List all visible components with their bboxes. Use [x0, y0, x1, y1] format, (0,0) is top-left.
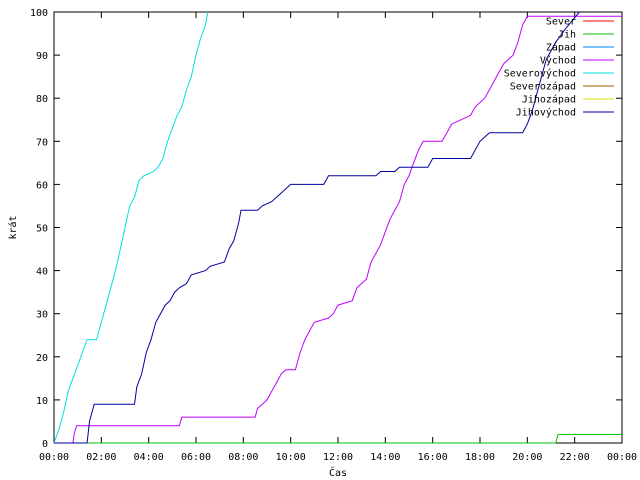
y-tick-label: 20 — [36, 353, 48, 364]
y-tick-label: 60 — [36, 180, 48, 191]
x-tick-label: 02:00 — [86, 452, 116, 463]
x-tick-label: 18:00 — [465, 452, 495, 463]
legend-label: Sever — [546, 17, 576, 28]
y-tick-label: 100 — [30, 8, 48, 19]
series-line — [54, 11, 580, 444]
y-tick-label: 10 — [36, 396, 48, 407]
x-tick-label: 08:00 — [228, 452, 258, 463]
x-tick-label: 00:00 — [607, 452, 637, 463]
x-tick-label: 12:00 — [323, 452, 353, 463]
legend-label: Západ — [546, 42, 576, 54]
legend-label: Východ — [540, 55, 576, 67]
series-line — [54, 15, 622, 444]
legend-label: Jihovýchod — [516, 107, 576, 119]
legend: Sever JihZápadVýchodSeverovýchodSeverozáp… — [504, 17, 614, 119]
legend-label: Severovýchod — [504, 68, 576, 80]
x-tick-label: 06:00 — [181, 452, 211, 463]
y-tick-label: 0 — [42, 439, 48, 450]
legend-label: Jih — [558, 30, 576, 41]
y-tick-label: 40 — [36, 267, 48, 278]
x-tick-label: 22:00 — [560, 452, 590, 463]
x-tick-label: 10:00 — [276, 452, 306, 463]
series-layer — [53, 11, 622, 444]
y-tick-label: 30 — [36, 310, 48, 321]
ticks-layer: 0 10 20 30 40 50 60 70 80 90 100 00:00 02:00 04:00 06:… — [30, 8, 637, 463]
y-tick-label: 50 — [36, 224, 48, 235]
y-tick-label: 70 — [36, 137, 48, 148]
x-tick-label: 00:00 — [39, 452, 69, 463]
x-tick-label: 04:00 — [134, 452, 164, 463]
y-axis-label: krát — [7, 215, 19, 239]
legend-label: Severozápad — [510, 81, 576, 93]
y-tick-label: 90 — [36, 51, 48, 62]
series-line — [54, 433, 622, 444]
x-tick-label: 20:00 — [512, 452, 542, 463]
x-axis-label: Čas — [329, 466, 347, 479]
y-tick-label: 80 — [36, 94, 48, 105]
series-line — [53, 11, 209, 444]
x-tick-label: 16:00 — [418, 452, 448, 463]
legend-label: Jihozápad — [522, 94, 576, 106]
x-tick-label: 14:00 — [370, 452, 400, 463]
